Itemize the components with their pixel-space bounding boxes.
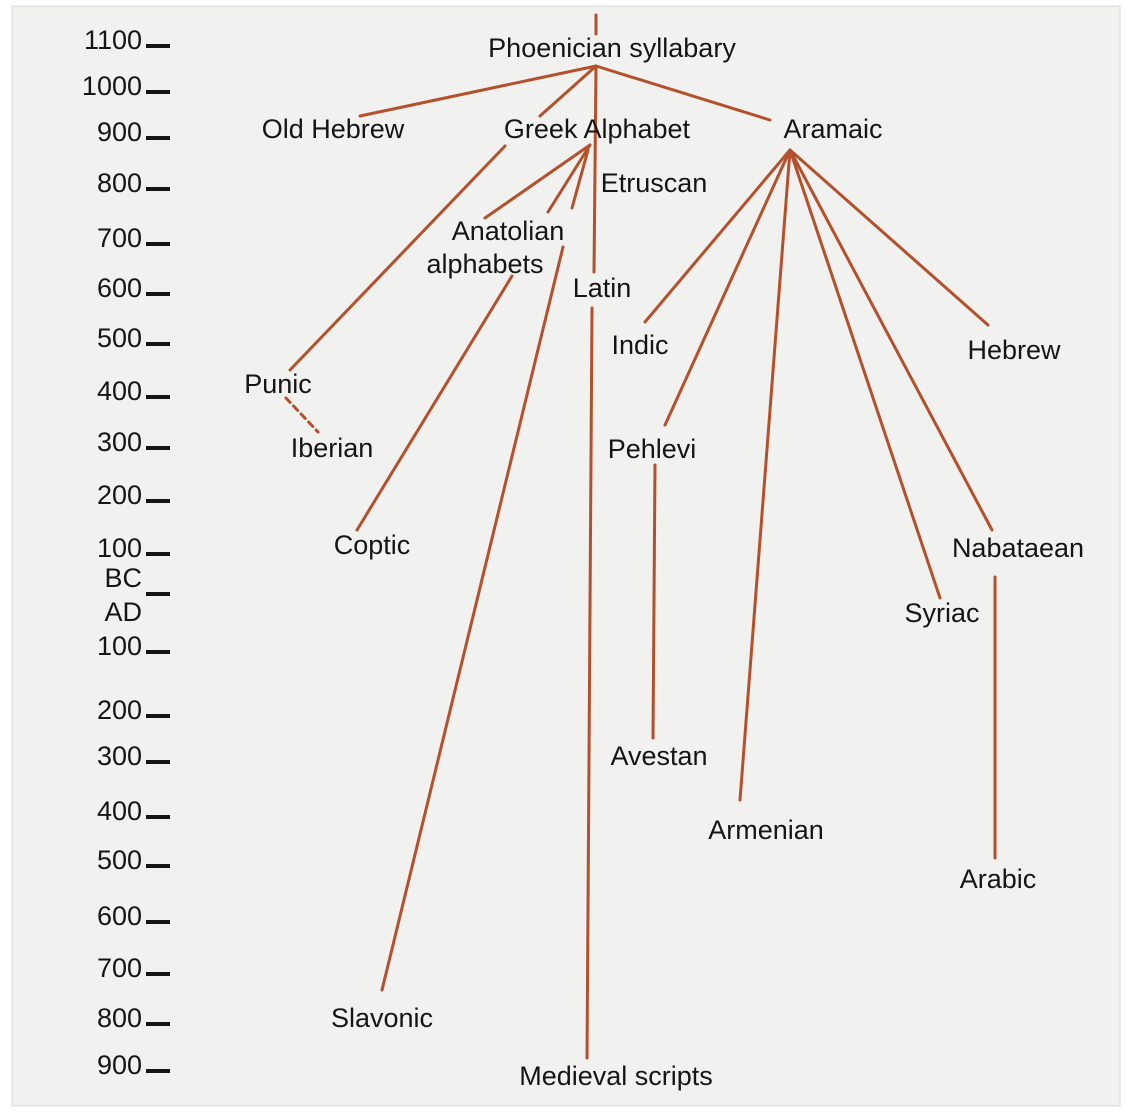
node-label: Phoenician syllabary (488, 33, 736, 63)
node-label: Punic (244, 369, 312, 399)
connectors (284, 13, 997, 1060)
timeline-label: 300 (97, 427, 142, 457)
node-label: Aramaic (783, 114, 882, 144)
timeline-label: 900 (97, 117, 142, 147)
background (11, 5, 1121, 1107)
timeline-label: 200 (97, 695, 142, 725)
timeline-label: 400 (97, 796, 142, 826)
timeline-label: 600 (97, 273, 142, 303)
timeline-label: 800 (97, 168, 142, 198)
node-label: Latin (573, 273, 632, 303)
node-label: Arabic (960, 864, 1037, 894)
timeline-label: 1000 (82, 71, 142, 101)
node-label: Slavonic (331, 1003, 433, 1033)
timeline-label: 900 (97, 1050, 142, 1080)
node-label: Hebrew (967, 335, 1061, 365)
timeline-label: 700 (97, 953, 142, 983)
timeline-label: 800 (97, 1003, 142, 1033)
timeline-label: 100 (97, 533, 142, 563)
node-label: Syriac (904, 598, 979, 628)
node-label: Greek Alphabet (504, 114, 691, 144)
node-label: Nabataean (952, 533, 1084, 563)
timeline-label: 500 (97, 323, 142, 353)
node-label: Old Hebrew (262, 114, 405, 144)
node-label: Indic (611, 330, 668, 360)
timeline-label: 500 (97, 845, 142, 875)
node-label: Medieval scripts (519, 1061, 713, 1091)
node-label: Iberian (291, 433, 374, 463)
node-label: Coptic (334, 530, 411, 560)
node-label: Armenian (708, 815, 824, 845)
timeline-label: 700 (97, 223, 142, 253)
timeline-label: 100 (97, 631, 142, 661)
timeline-label: 600 (97, 901, 142, 931)
timeline-label: AD (104, 597, 142, 627)
timeline-label: BC (104, 563, 142, 593)
node-label: alphabets (426, 249, 543, 279)
node-label: Avestan (610, 741, 707, 771)
timeline-label: 1100 (84, 25, 142, 55)
node-label: Etruscan (601, 168, 708, 198)
timeline-label: 400 (97, 376, 142, 406)
timeline-label: 200 (97, 480, 142, 510)
timeline-label: 300 (97, 741, 142, 771)
node-label: Pehlevi (608, 434, 697, 464)
node-label: Anatolian (452, 216, 565, 246)
